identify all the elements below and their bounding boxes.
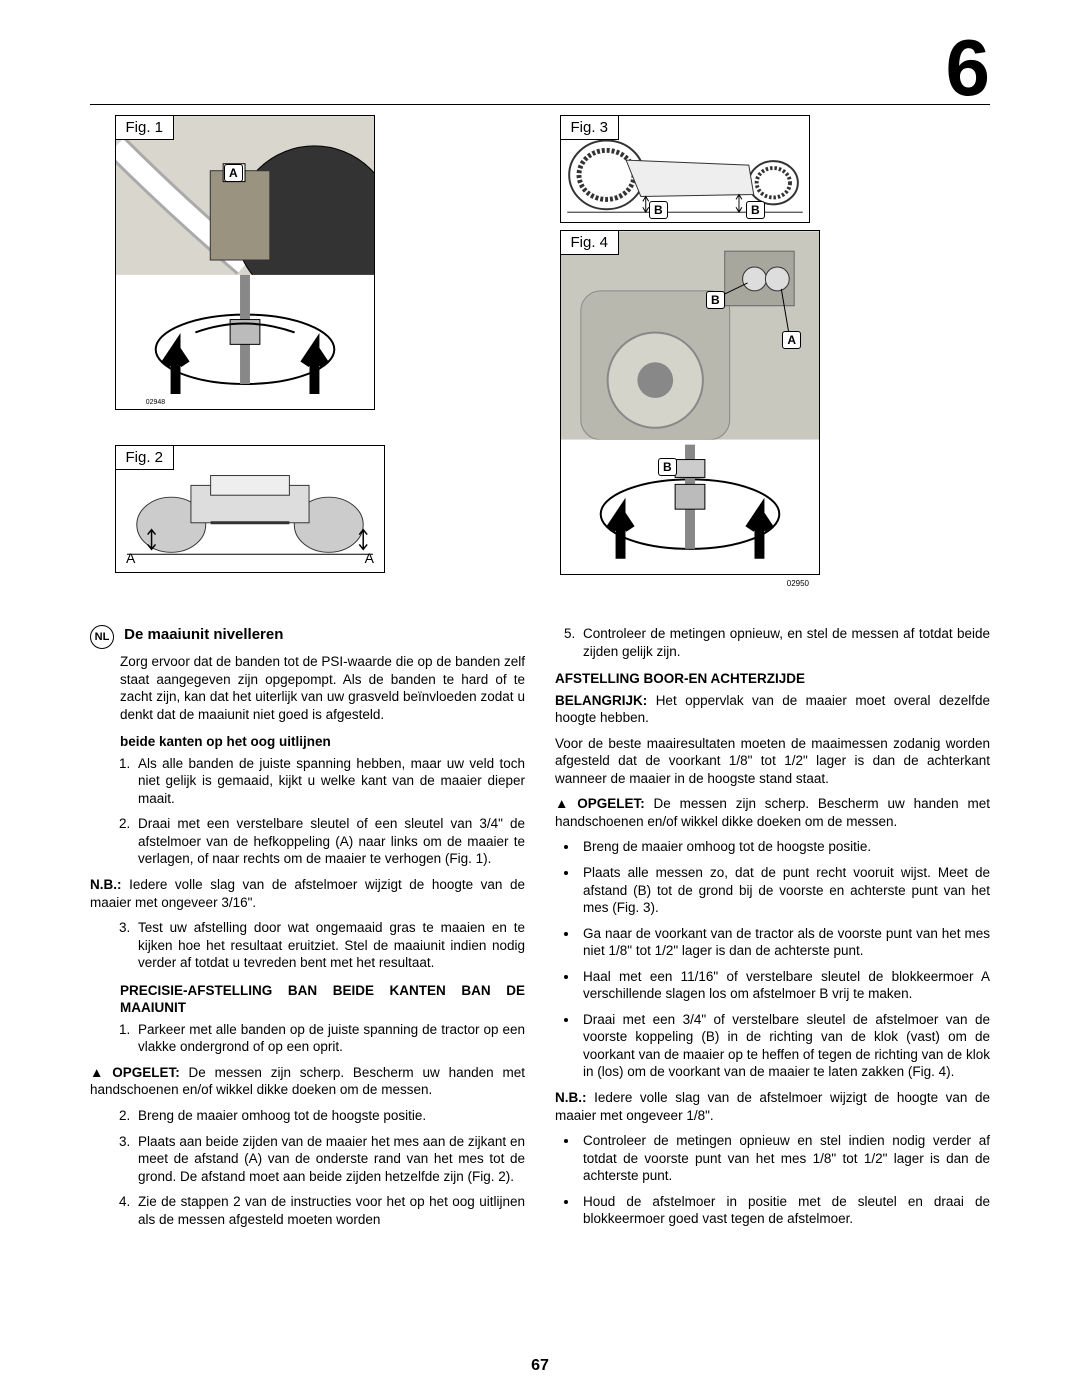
list-1: Als alle banden de juiste spanning hebbe…: [90, 755, 525, 868]
warn-2: ▲ OPGELET: De messen zijn scherp. Besche…: [555, 795, 990, 830]
figure-2: Fig. 2 A A: [115, 445, 385, 573]
page-number: 67: [0, 1357, 1080, 1375]
fig3-label: Fig. 3: [560, 115, 620, 140]
svg-text:02948: 02948: [146, 399, 165, 406]
list-item: Als alle banden de juiste spanning hebbe…: [134, 755, 525, 808]
fig1-callout-a: A: [224, 164, 243, 182]
figure-3: Fig. 3 B B: [560, 115, 810, 223]
list-item: Haal met een 11/16" of verstelbare sleut…: [579, 968, 990, 1003]
nb-1: N.B.: Iedere volle slag van de afstelmoe…: [90, 876, 525, 911]
subhead-2: PRECISIE-AFSTELLING BAN BEIDE KANTEN BAN…: [90, 982, 525, 1017]
fig4-callout-a: A: [782, 331, 801, 349]
figures-area: Fig. 1 02948 A Fig. 2: [90, 115, 990, 615]
fig3-left-b: B: [649, 201, 668, 219]
list-item: Draai met een 3/4" of verstelbare sleute…: [579, 1011, 990, 1081]
warn-label: OPGELET:: [112, 1065, 180, 1080]
list-item: Breng de maaier omhoog tot de hoogste po…: [134, 1107, 525, 1125]
fig3-right-b: B: [746, 201, 765, 219]
figure-1: Fig. 1 02948 A: [115, 115, 375, 410]
column-left: NL De maaiunit nivelleren Zorg ervoor da…: [90, 625, 525, 1347]
warn-1: ▲ OPGELET: De messen zijn scherp. Besche…: [90, 1064, 525, 1099]
list-2b: Breng de maaier omhoog tot de hoogste po…: [90, 1107, 525, 1228]
list-item: Controleer de metingen opnieuw en stel i…: [579, 1132, 990, 1185]
list-item: Parkeer met alle banden op de juiste spa…: [134, 1021, 525, 1056]
divider: [90, 104, 990, 105]
fig4-callout-b-top: B: [706, 291, 725, 309]
text-columns: NL De maaiunit nivelleren Zorg ervoor da…: [90, 625, 990, 1347]
fig4-label: Fig. 4: [560, 230, 620, 255]
fig2-left-a: A: [126, 550, 135, 566]
list-item: Plaats aan beide zijden van de maaier he…: [134, 1133, 525, 1186]
fig4-callout-b-bot: B: [658, 458, 677, 476]
list-item: Controleer de metingen opnieuw, en stel …: [579, 625, 990, 660]
warning-icon: ▲: [90, 1064, 103, 1082]
list-item: Plaats alle messen zo, dat de punt recht…: [579, 864, 990, 917]
subhead-1: beide kanten op het oog uitlijnen: [90, 733, 525, 751]
fig1-label: Fig. 1: [115, 115, 175, 140]
subhead-3: AFSTELLING BOOR-EN ACHTERZIJDE: [555, 670, 990, 688]
list-item: Test uw afstelling door wat ongemaaid gr…: [134, 919, 525, 972]
figure-4: Fig. 4 B A B 02950: [560, 230, 820, 575]
nb-2: N.B.: Iedere volle slag van de afstelmoe…: [555, 1089, 990, 1124]
lang-badge: NL: [90, 625, 114, 649]
section-heading: NL De maaiunit nivelleren: [90, 625, 525, 649]
nb-label: N.B.:: [555, 1090, 587, 1105]
list-item: Ga naar de voorkant van de tractor als d…: [579, 925, 990, 960]
list-item: Breng de maaier omhoog tot de hoogste po…: [579, 838, 990, 856]
list-2c: Controleer de metingen opnieuw, en stel …: [555, 625, 990, 660]
title-text: De maaiunit nivelleren: [124, 626, 283, 643]
list-item: Draai met een verstelbare sleutel of een…: [134, 815, 525, 868]
list-1b: Test uw afstelling door wat ongemaaid gr…: [90, 919, 525, 972]
fig1-illustration: 02948: [116, 116, 374, 409]
bullet-list-2: Controleer de metingen opnieuw en stel i…: [555, 1132, 990, 1228]
nb2-text: Iedere volle slag van de afstelmoer wijz…: [555, 1090, 990, 1123]
list-item: Zie de stappen 2 van de instructies voor…: [134, 1193, 525, 1228]
belangrijk-label: BELANGRIJK:: [555, 693, 647, 708]
fig2-label: Fig. 2: [115, 445, 175, 470]
fig4-code: 02950: [787, 579, 809, 588]
list-2: Parkeer met alle banden op de juiste spa…: [90, 1021, 525, 1056]
warning-icon: ▲: [555, 795, 568, 813]
p2: Voor de beste maairesultaten moeten de m…: [555, 735, 990, 788]
bullet-list-1: Breng de maaier omhoog tot de hoogste po…: [555, 838, 990, 1081]
column-right: Controleer de metingen opnieuw, en stel …: [555, 625, 990, 1347]
nb1-text: Iedere volle slag van de afstelmoer wijz…: [90, 877, 525, 910]
belangrijk: BELANGRIJK: Het oppervlak van de maaier …: [555, 692, 990, 727]
fig2-right-a: A: [365, 550, 374, 566]
nb-label: N.B.:: [90, 877, 122, 892]
warn-label: OPGELET:: [577, 796, 645, 811]
list-item: Houd de afstelmoer in positie met de sle…: [579, 1193, 990, 1228]
intro-para: Zorg ervoor dat de banden tot de PSI-waa…: [90, 653, 525, 723]
chapter-number: 6: [946, 28, 991, 108]
fig4-illustration: [561, 231, 819, 574]
